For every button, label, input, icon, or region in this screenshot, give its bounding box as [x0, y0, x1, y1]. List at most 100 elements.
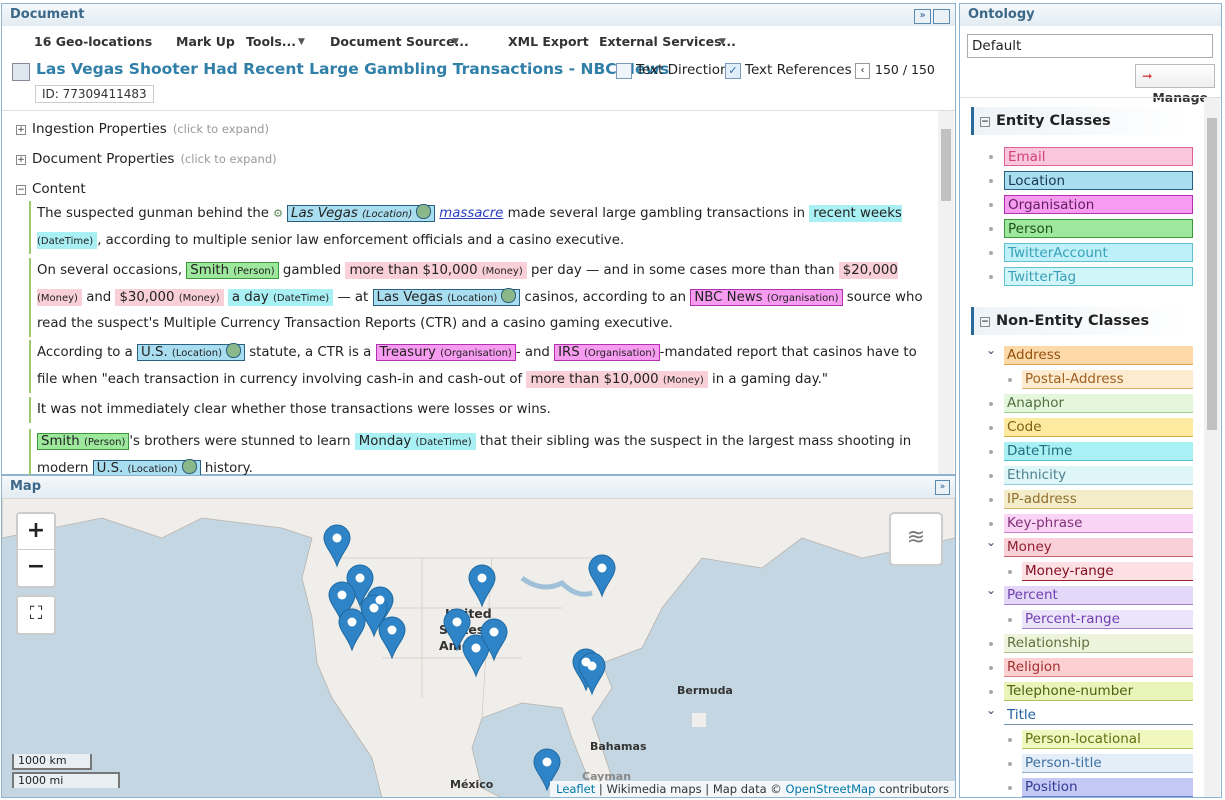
- non-entity-class[interactable]: Relationship: [1004, 634, 1193, 653]
- non-entity-class[interactable]: Person-locational: [1022, 730, 1193, 749]
- toolbar-item[interactable]: 16 Geo-locations: [34, 34, 153, 49]
- entity-class[interactable]: Organisation: [1004, 195, 1193, 214]
- prev-button[interactable]: ‹: [855, 63, 870, 79]
- non-entity-class[interactable]: Money-range: [1022, 562, 1193, 581]
- non-entity-class[interactable]: Position: [1022, 778, 1193, 797]
- marker-dot: [369, 603, 379, 613]
- text-direction[interactable]: Text Direction: [636, 62, 729, 78]
- marker-dot: [337, 590, 347, 600]
- fullscreen[interactable]: ⛶: [16, 595, 56, 635]
- non-entity-class[interactable]: IP-address: [1004, 490, 1193, 509]
- annotation[interactable]: Treasury (Organisation): [375, 344, 516, 361]
- non-entity-class[interactable]: Address: [1004, 346, 1193, 365]
- toolbar-item[interactable]: XML Export: [508, 34, 589, 49]
- toolbar-item[interactable]: Mark Up: [176, 34, 235, 49]
- non-entity-class[interactable]: Anaphor: [1004, 394, 1193, 413]
- divider: [2, 110, 955, 111]
- manage-button[interactable]: ➞ Manage: [1135, 64, 1215, 105]
- section-header[interactable]: + Document Properties (click to expand): [16, 151, 277, 167]
- non-entity-class[interactable]: Person-title: [1022, 754, 1193, 773]
- non-entity-class[interactable]: Telephone-number: [1004, 682, 1193, 701]
- text: According to a: [37, 345, 138, 360]
- toolbar-item[interactable]: Tools...: [246, 34, 297, 49]
- non-entity-class[interactable]: Title: [1004, 706, 1193, 725]
- section-header[interactable]: − Content: [16, 181, 86, 197]
- attribution-link[interactable]: OpenStreetMap: [785, 782, 876, 796]
- borders: [332, 557, 602, 719]
- toolbar-item[interactable]: Document Source...: [330, 34, 469, 49]
- annotation[interactable]: more than $10,000 (Money): [526, 370, 708, 388]
- paragraph: Smith (Person)'s brothers were stunned t…: [29, 429, 937, 482]
- non-entity-class[interactable]: Percent: [1004, 586, 1193, 605]
- text-references[interactable]: Text References: [745, 62, 852, 78]
- dropdown-arrow: ▼: [298, 37, 305, 47]
- text-direction-icon[interactable]: [616, 63, 632, 79]
- link[interactable]: massacre: [439, 206, 504, 221]
- non-entity-class[interactable]: Key-phrase: [1004, 514, 1193, 533]
- non-entity-class[interactable]: Religion: [1004, 658, 1193, 677]
- text: and: [81, 289, 116, 305]
- collapse-button[interactable]: »: [935, 480, 950, 495]
- annotation[interactable]: U.S. (Location): [137, 343, 246, 361]
- non-entity-class[interactable]: Postal-Address: [1022, 370, 1193, 389]
- annotation[interactable]: Smith (Person): [37, 433, 130, 450]
- attribution-text: | Wikimedia maps | Map data ©: [595, 782, 786, 796]
- text: - and: [515, 345, 555, 360]
- annotation-text: Smith: [190, 263, 230, 278]
- non-entity-class[interactable]: DateTime: [1004, 442, 1193, 461]
- chevron: ⌄: [986, 703, 997, 717]
- zoom-control: + −: [16, 512, 56, 588]
- bullet: [989, 402, 993, 406]
- annotation-tag: (Money): [37, 292, 78, 304]
- zoom-in[interactable]: +: [18, 514, 54, 550]
- scroll-thumb[interactable]: [941, 129, 951, 201]
- annotation[interactable]: $30,000 (Money): [115, 288, 224, 306]
- checkbox[interactable]: ✓: [725, 63, 741, 79]
- annotation[interactable]: U.S. (Location): [92, 458, 201, 477]
- toggle[interactable]: −: [16, 185, 26, 195]
- annotation-text: recent weeks: [813, 206, 902, 221]
- group-title: Entity Classes: [996, 113, 1111, 129]
- attribution-link[interactable]: Leaflet: [556, 782, 596, 796]
- toolbar-item[interactable]: External Services...: [599, 34, 736, 49]
- zoom-out[interactable]: −: [26, 554, 46, 579]
- annotation-tag: (Money): [662, 374, 704, 386]
- section-header[interactable]: + Ingestion Properties (click to expand): [16, 121, 269, 137]
- layers[interactable]: ≋: [889, 512, 943, 566]
- toggle[interactable]: −: [980, 317, 990, 327]
- annotation[interactable]: IRS (Organisation): [554, 344, 660, 361]
- ontology-select[interactable]: Default: [967, 34, 1213, 58]
- expand-button[interactable]: »: [914, 9, 931, 24]
- toggle[interactable]: +: [16, 155, 26, 165]
- annotation[interactable]: a day (DateTime): [227, 288, 334, 306]
- annotation-tag: (DateTime): [272, 292, 330, 304]
- maximize-button[interactable]: [933, 9, 950, 24]
- class-group-header[interactable]: − Non-Entity Classes: [971, 307, 1191, 335]
- non-entity-class[interactable]: Ethnicity: [1004, 466, 1193, 485]
- annotation[interactable]: more than $10,000 (Money): [345, 262, 527, 279]
- entity-class[interactable]: Location: [1004, 171, 1193, 190]
- entity-class[interactable]: TwitterTag: [1004, 267, 1193, 286]
- toggle[interactable]: −: [980, 117, 990, 127]
- bullet: [989, 426, 993, 430]
- annotation[interactable]: NBC News (Organisation): [690, 288, 843, 306]
- map-marker: [328, 581, 356, 625]
- annotation[interactable]: Las Vegas (Location): [372, 287, 521, 306]
- non-entity-class[interactable]: Money: [1004, 538, 1193, 557]
- entity-class[interactable]: Email: [1004, 147, 1193, 166]
- entity-class[interactable]: Person: [1004, 219, 1193, 238]
- scale-km: 1000 km: [12, 754, 92, 770]
- entity-class[interactable]: TwitterAccount: [1004, 243, 1193, 262]
- annotation[interactable]: Las Vegas (Location): [287, 204, 436, 222]
- annotation-text: U.S.: [96, 460, 124, 476]
- class-group-header[interactable]: − Entity Classes: [971, 107, 1191, 135]
- annotation[interactable]: Smith (Person): [186, 262, 279, 279]
- annotation[interactable]: Monday (DateTime): [354, 433, 476, 450]
- text: It was not immediately clear whether tho…: [37, 402, 551, 417]
- non-entity-class[interactable]: Percent-range: [1022, 610, 1193, 629]
- annotation-text: IRS: [558, 345, 580, 360]
- scroll-thumb[interactable]: [1207, 118, 1217, 430]
- non-entity-class[interactable]: Code: [1004, 418, 1193, 437]
- toggle[interactable]: +: [16, 125, 26, 135]
